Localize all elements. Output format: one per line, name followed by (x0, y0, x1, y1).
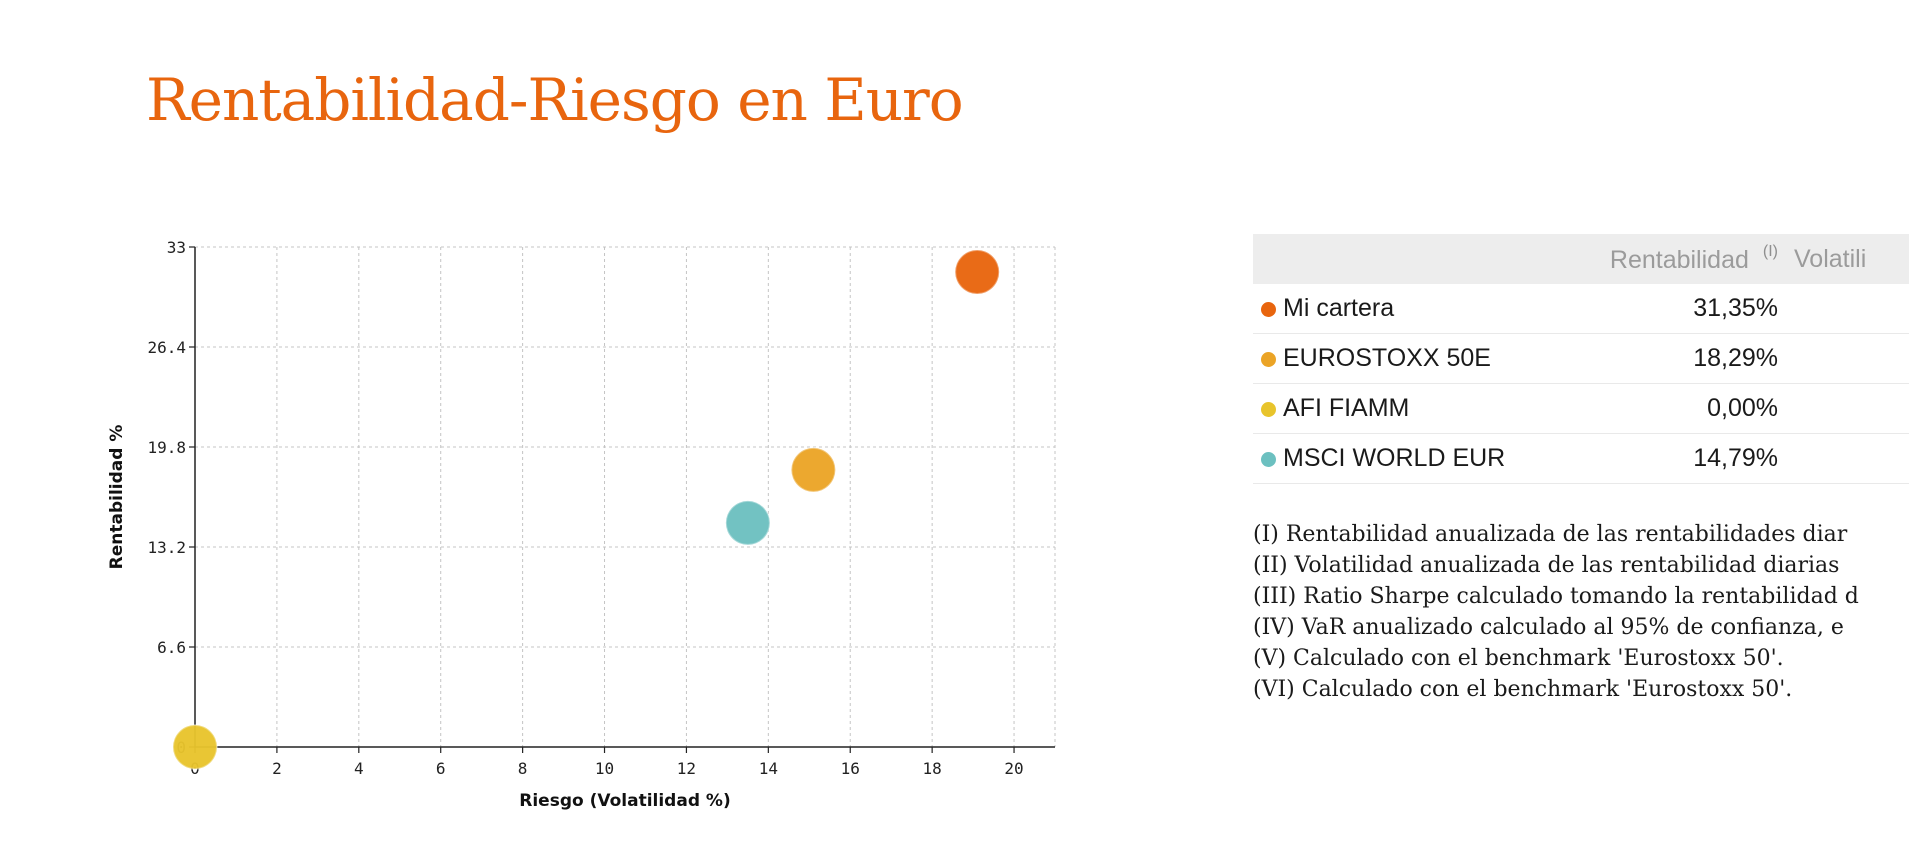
x-axis-label: Riesgo (Volatilidad %) (519, 791, 730, 811)
y-tick-label: 33 (167, 238, 186, 257)
table-row: EUROSTOXX 50E 18,29% (1253, 333, 1909, 384)
x-tick-label: 18 (923, 759, 942, 778)
chart-axes (194, 247, 1055, 748)
row-rentabilidad: 14,79% (1553, 433, 1778, 484)
footnote: (VI) Calculado con el benchmark 'Eurosto… (1253, 677, 1793, 702)
header-volatilidad[interactable]: Volatili (1778, 234, 1909, 284)
row-rentabilidad: 18,29% (1553, 333, 1778, 384)
x-tick-label: 14 (759, 759, 778, 778)
row-volatilidad (1778, 383, 1909, 434)
row-volatilidad (1778, 284, 1909, 334)
footnote: (V) Calculado con el benchmark 'Eurostox… (1253, 646, 1784, 671)
footnotes: (I) Rentabilidad anualizada de las renta… (1253, 519, 1909, 705)
table-header-row: Rentabilidad (I) Volatili (1253, 234, 1909, 284)
row-volatilidad (1778, 333, 1909, 384)
x-tick-label: 6 (436, 759, 446, 778)
series-color-dot (1260, 351, 1276, 367)
x-tick-label: 10 (595, 759, 614, 778)
x-tick-label: 4 (354, 759, 364, 778)
header-name-cell (1283, 234, 1553, 284)
y-tick-label: 26.4 (147, 338, 186, 357)
row-color-cell (1253, 383, 1283, 434)
footnote: (IV) VaR anualizado calculado al 95% de … (1253, 615, 1844, 640)
x-tick-label: 8 (518, 759, 528, 778)
chart-points (172, 249, 1001, 770)
x-tick-label: 12 (677, 759, 696, 778)
y-tick-label: 6.6 (157, 638, 186, 657)
footnote: (III) Ratio Sharpe calculado tomando la … (1253, 584, 1859, 609)
page-title: Rentabilidad-Riesgo en Euro (146, 66, 964, 134)
chart-grid (195, 246, 1056, 747)
summary-table-panel: Rentabilidad (I) Volatili Mi cartera 31,3… (1253, 234, 1909, 484)
summary-table: Rentabilidad (I) Volatili Mi cartera 31,3… (1253, 234, 1909, 484)
x-tick-label: 2 (272, 759, 282, 778)
row-name: AFI FIAMM (1283, 383, 1553, 434)
header-dot-cell (1253, 234, 1283, 284)
row-volatilidad (1778, 433, 1909, 484)
series-color-dot (1260, 451, 1276, 467)
row-color-cell (1253, 333, 1283, 384)
x-tick-label: 20 (1004, 759, 1023, 778)
x-tick-label: 16 (841, 759, 860, 778)
footnote: (I) Rentabilidad anualizada de las renta… (1253, 522, 1848, 547)
table-row: MSCI WORLD EUR 14,79% (1253, 433, 1909, 484)
data-point[interactable] (954, 249, 1001, 295)
table-row: AFI FIAMM 0,00% (1253, 383, 1909, 434)
footnote: (II) Volatilidad anualizada de las renta… (1253, 553, 1840, 578)
row-name: MSCI WORLD EUR (1283, 433, 1553, 484)
y-tick-label: 13.2 (147, 538, 186, 557)
row-color-cell (1253, 284, 1283, 334)
row-rentabilidad: 31,35% (1553, 284, 1778, 334)
row-color-cell (1253, 433, 1283, 484)
series-color-dot (1260, 401, 1276, 417)
data-point[interactable] (724, 499, 771, 546)
data-point[interactable] (172, 724, 218, 770)
risk-return-chart: 0246810121416182006.613.219.826.433 Ries… (90, 220, 1080, 820)
header-rentabilidad[interactable]: Rentabilidad (I) (1553, 234, 1778, 284)
chart-ticks: 0246810121416182006.613.219.826.433 (147, 238, 1023, 778)
table-row: Mi cartera 31,35% (1253, 284, 1909, 334)
row-name: Mi cartera (1283, 284, 1553, 334)
header-volatilidad-label: Volatili (1794, 244, 1867, 273)
row-name: EUROSTOXX 50E (1283, 333, 1553, 384)
data-point[interactable] (790, 446, 837, 493)
scatter-plot: 0246810121416182006.613.219.826.433 Ries… (107, 238, 1056, 811)
y-axis-label: Rentabilidad % (107, 425, 127, 570)
header-rentabilidad-note: (I) (1762, 243, 1778, 260)
row-rentabilidad: 0,00% (1553, 383, 1778, 434)
series-color-dot (1260, 301, 1276, 317)
y-tick-label: 19.8 (147, 438, 186, 457)
header-rentabilidad-label: Rentabilidad (1609, 246, 1749, 274)
